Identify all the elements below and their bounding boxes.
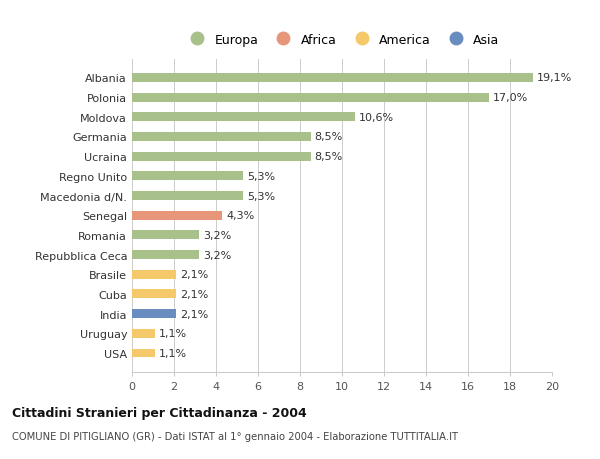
Bar <box>132 309 176 319</box>
Bar <box>132 133 311 142</box>
Legend: Europa, Africa, America, Asia: Europa, Africa, America, Asia <box>179 28 505 51</box>
Text: 3,2%: 3,2% <box>203 230 232 241</box>
Bar <box>132 152 311 161</box>
Text: 10,6%: 10,6% <box>359 112 394 123</box>
Text: 5,3%: 5,3% <box>248 191 275 201</box>
Bar <box>132 251 199 259</box>
Bar <box>132 290 176 299</box>
Text: 8,5%: 8,5% <box>314 132 343 142</box>
Text: 4,3%: 4,3% <box>227 211 255 221</box>
Text: COMUNE DI PITIGLIANO (GR) - Dati ISTAT al 1° gennaio 2004 - Elaborazione TUTTITA: COMUNE DI PITIGLIANO (GR) - Dati ISTAT a… <box>12 431 458 442</box>
Text: 1,1%: 1,1% <box>160 329 187 339</box>
Bar <box>132 192 244 201</box>
Text: 2,1%: 2,1% <box>181 269 209 280</box>
Bar <box>132 270 176 279</box>
Bar <box>132 172 244 181</box>
Bar <box>132 94 489 102</box>
Bar <box>132 349 155 358</box>
Text: Cittadini Stranieri per Cittadinanza - 2004: Cittadini Stranieri per Cittadinanza - 2… <box>12 406 307 419</box>
Text: 2,1%: 2,1% <box>181 309 209 319</box>
Text: 2,1%: 2,1% <box>181 289 209 299</box>
Text: 1,1%: 1,1% <box>160 348 187 358</box>
Text: 5,3%: 5,3% <box>248 172 275 181</box>
Bar <box>132 74 533 83</box>
Bar <box>132 329 155 338</box>
Text: 19,1%: 19,1% <box>538 73 572 83</box>
Bar <box>132 211 223 220</box>
Bar <box>132 231 199 240</box>
Bar <box>132 113 355 122</box>
Text: 3,2%: 3,2% <box>203 250 232 260</box>
Text: 17,0%: 17,0% <box>493 93 529 103</box>
Text: 8,5%: 8,5% <box>314 152 343 162</box>
